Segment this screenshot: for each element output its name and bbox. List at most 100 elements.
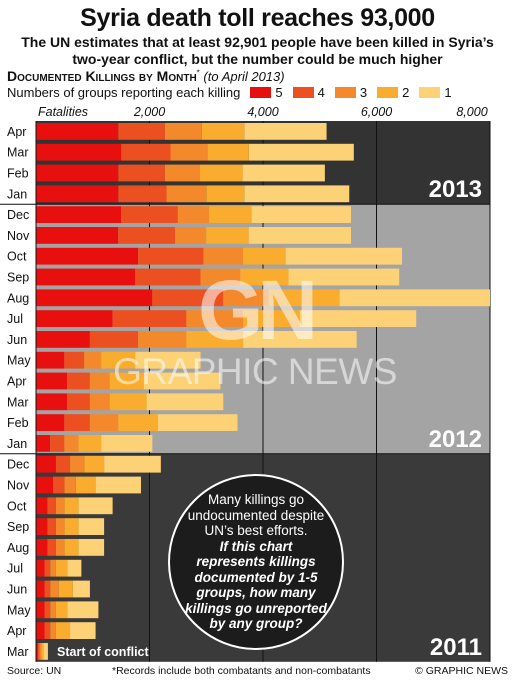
subtitle-line-1: The UN estimates that at least 92,901 pe… xyxy=(21,34,494,50)
bar-segment xyxy=(36,185,119,203)
bar-segment xyxy=(36,435,51,452)
bar-segment xyxy=(138,247,204,265)
bar-segment xyxy=(89,372,110,390)
chart-heading: Documented Killings by Month* (to April … xyxy=(7,68,285,84)
bar-segment xyxy=(175,227,207,244)
bar-segment xyxy=(201,123,245,140)
footer-credit: © GRAPHIC NEWS xyxy=(415,665,508,677)
start-of-conflict-annotation: Start of conflict xyxy=(57,645,150,659)
x-axis-label: Fatalities xyxy=(38,105,88,119)
legend-label: 1 xyxy=(444,85,452,100)
bar-segment xyxy=(67,601,99,619)
bar-segment xyxy=(36,227,119,244)
bar-segment xyxy=(101,435,153,452)
bar-segment xyxy=(177,206,210,223)
bar-segment xyxy=(64,539,79,556)
bar-segment xyxy=(36,539,48,556)
bar-segment xyxy=(36,622,45,639)
bar-segment xyxy=(36,518,48,535)
month-label: Dec xyxy=(7,458,29,472)
month-label: Apr xyxy=(7,624,26,638)
footer-source: Source: UN xyxy=(7,665,62,677)
bar-segment xyxy=(152,289,224,307)
bar-segment xyxy=(78,518,105,535)
month-label: Mar xyxy=(7,645,29,659)
bar-segment xyxy=(36,289,153,307)
bar-segment xyxy=(109,393,147,411)
bar-segment xyxy=(36,497,48,515)
bar-segment xyxy=(36,268,136,286)
bar-segment xyxy=(244,185,350,203)
month-label: Jan xyxy=(7,437,27,451)
bar-segment xyxy=(84,455,105,473)
bar-segment xyxy=(339,289,490,307)
bar-segment xyxy=(268,289,340,307)
bar-segment xyxy=(288,268,400,286)
month-label: Jan xyxy=(7,187,27,201)
year-label: 2011 xyxy=(430,634,482,661)
x-tick-label: 8,000 xyxy=(456,105,487,119)
month-label: Nov xyxy=(7,479,30,493)
bar-segment xyxy=(36,580,45,598)
bar-segment xyxy=(118,414,159,431)
month-label: Dec xyxy=(7,208,29,222)
month-label: Sep xyxy=(7,520,29,534)
bar-segment xyxy=(72,580,90,598)
bar-segment xyxy=(36,372,68,390)
bar-segment xyxy=(44,559,51,577)
month-label: Apr xyxy=(7,375,26,389)
month-label: Mar xyxy=(7,146,29,160)
legend-item-2: 2 xyxy=(377,85,409,100)
bar-segment xyxy=(36,643,38,660)
bar-segment xyxy=(89,393,110,411)
bar-segment xyxy=(36,393,68,411)
bar-segment xyxy=(207,143,249,161)
month-label: Jul xyxy=(7,312,23,326)
bar-segment xyxy=(55,518,65,535)
bar-segment xyxy=(50,622,56,639)
bar-segment xyxy=(240,268,289,286)
bar-segment xyxy=(78,497,113,515)
bar-segment xyxy=(64,351,85,369)
bar-segment xyxy=(50,580,59,598)
bar-segment xyxy=(95,476,141,494)
bar-segment xyxy=(55,601,68,619)
legend-item-4: 4 xyxy=(292,85,325,100)
bar-segment xyxy=(118,164,165,182)
bar-segment xyxy=(67,559,82,577)
legend-title: Numbers of groups reporting each killing xyxy=(7,85,241,100)
legend-item-3: 3 xyxy=(334,85,368,100)
bar-segment xyxy=(50,435,65,452)
legend-label: 3 xyxy=(359,85,368,100)
bar-segment xyxy=(36,559,45,577)
month-label: Nov xyxy=(7,229,30,243)
bar-segment xyxy=(101,351,136,369)
bar-segment xyxy=(64,435,79,452)
bar-segment xyxy=(36,206,122,223)
bar-segment xyxy=(36,164,119,182)
bar-segment xyxy=(109,372,144,390)
bar-segment xyxy=(64,497,79,515)
bar-segment xyxy=(121,143,171,161)
bar-segment xyxy=(58,580,73,598)
bar-segment xyxy=(78,539,105,556)
bar-segment xyxy=(67,393,90,411)
month-label: Jul xyxy=(7,562,23,576)
bar-segment xyxy=(248,143,354,161)
bar-segment xyxy=(64,476,76,494)
bar-segment xyxy=(104,455,161,473)
bar-segment xyxy=(164,123,202,140)
subtitle-line-2: two-year conflict, but the number could … xyxy=(72,51,443,67)
bar-segment xyxy=(118,227,176,244)
legend-item-5: 5 xyxy=(250,85,283,100)
legend-swatch xyxy=(419,87,441,98)
month-label: Oct xyxy=(7,250,27,264)
bar-segment xyxy=(206,227,249,244)
month-label: Aug xyxy=(7,291,29,305)
bar-segment xyxy=(75,476,96,494)
bar-segment xyxy=(243,247,286,265)
legend-swatch xyxy=(377,87,399,98)
bar-segment xyxy=(170,143,208,161)
bar-segment xyxy=(43,643,48,660)
bar-segment xyxy=(36,310,113,327)
